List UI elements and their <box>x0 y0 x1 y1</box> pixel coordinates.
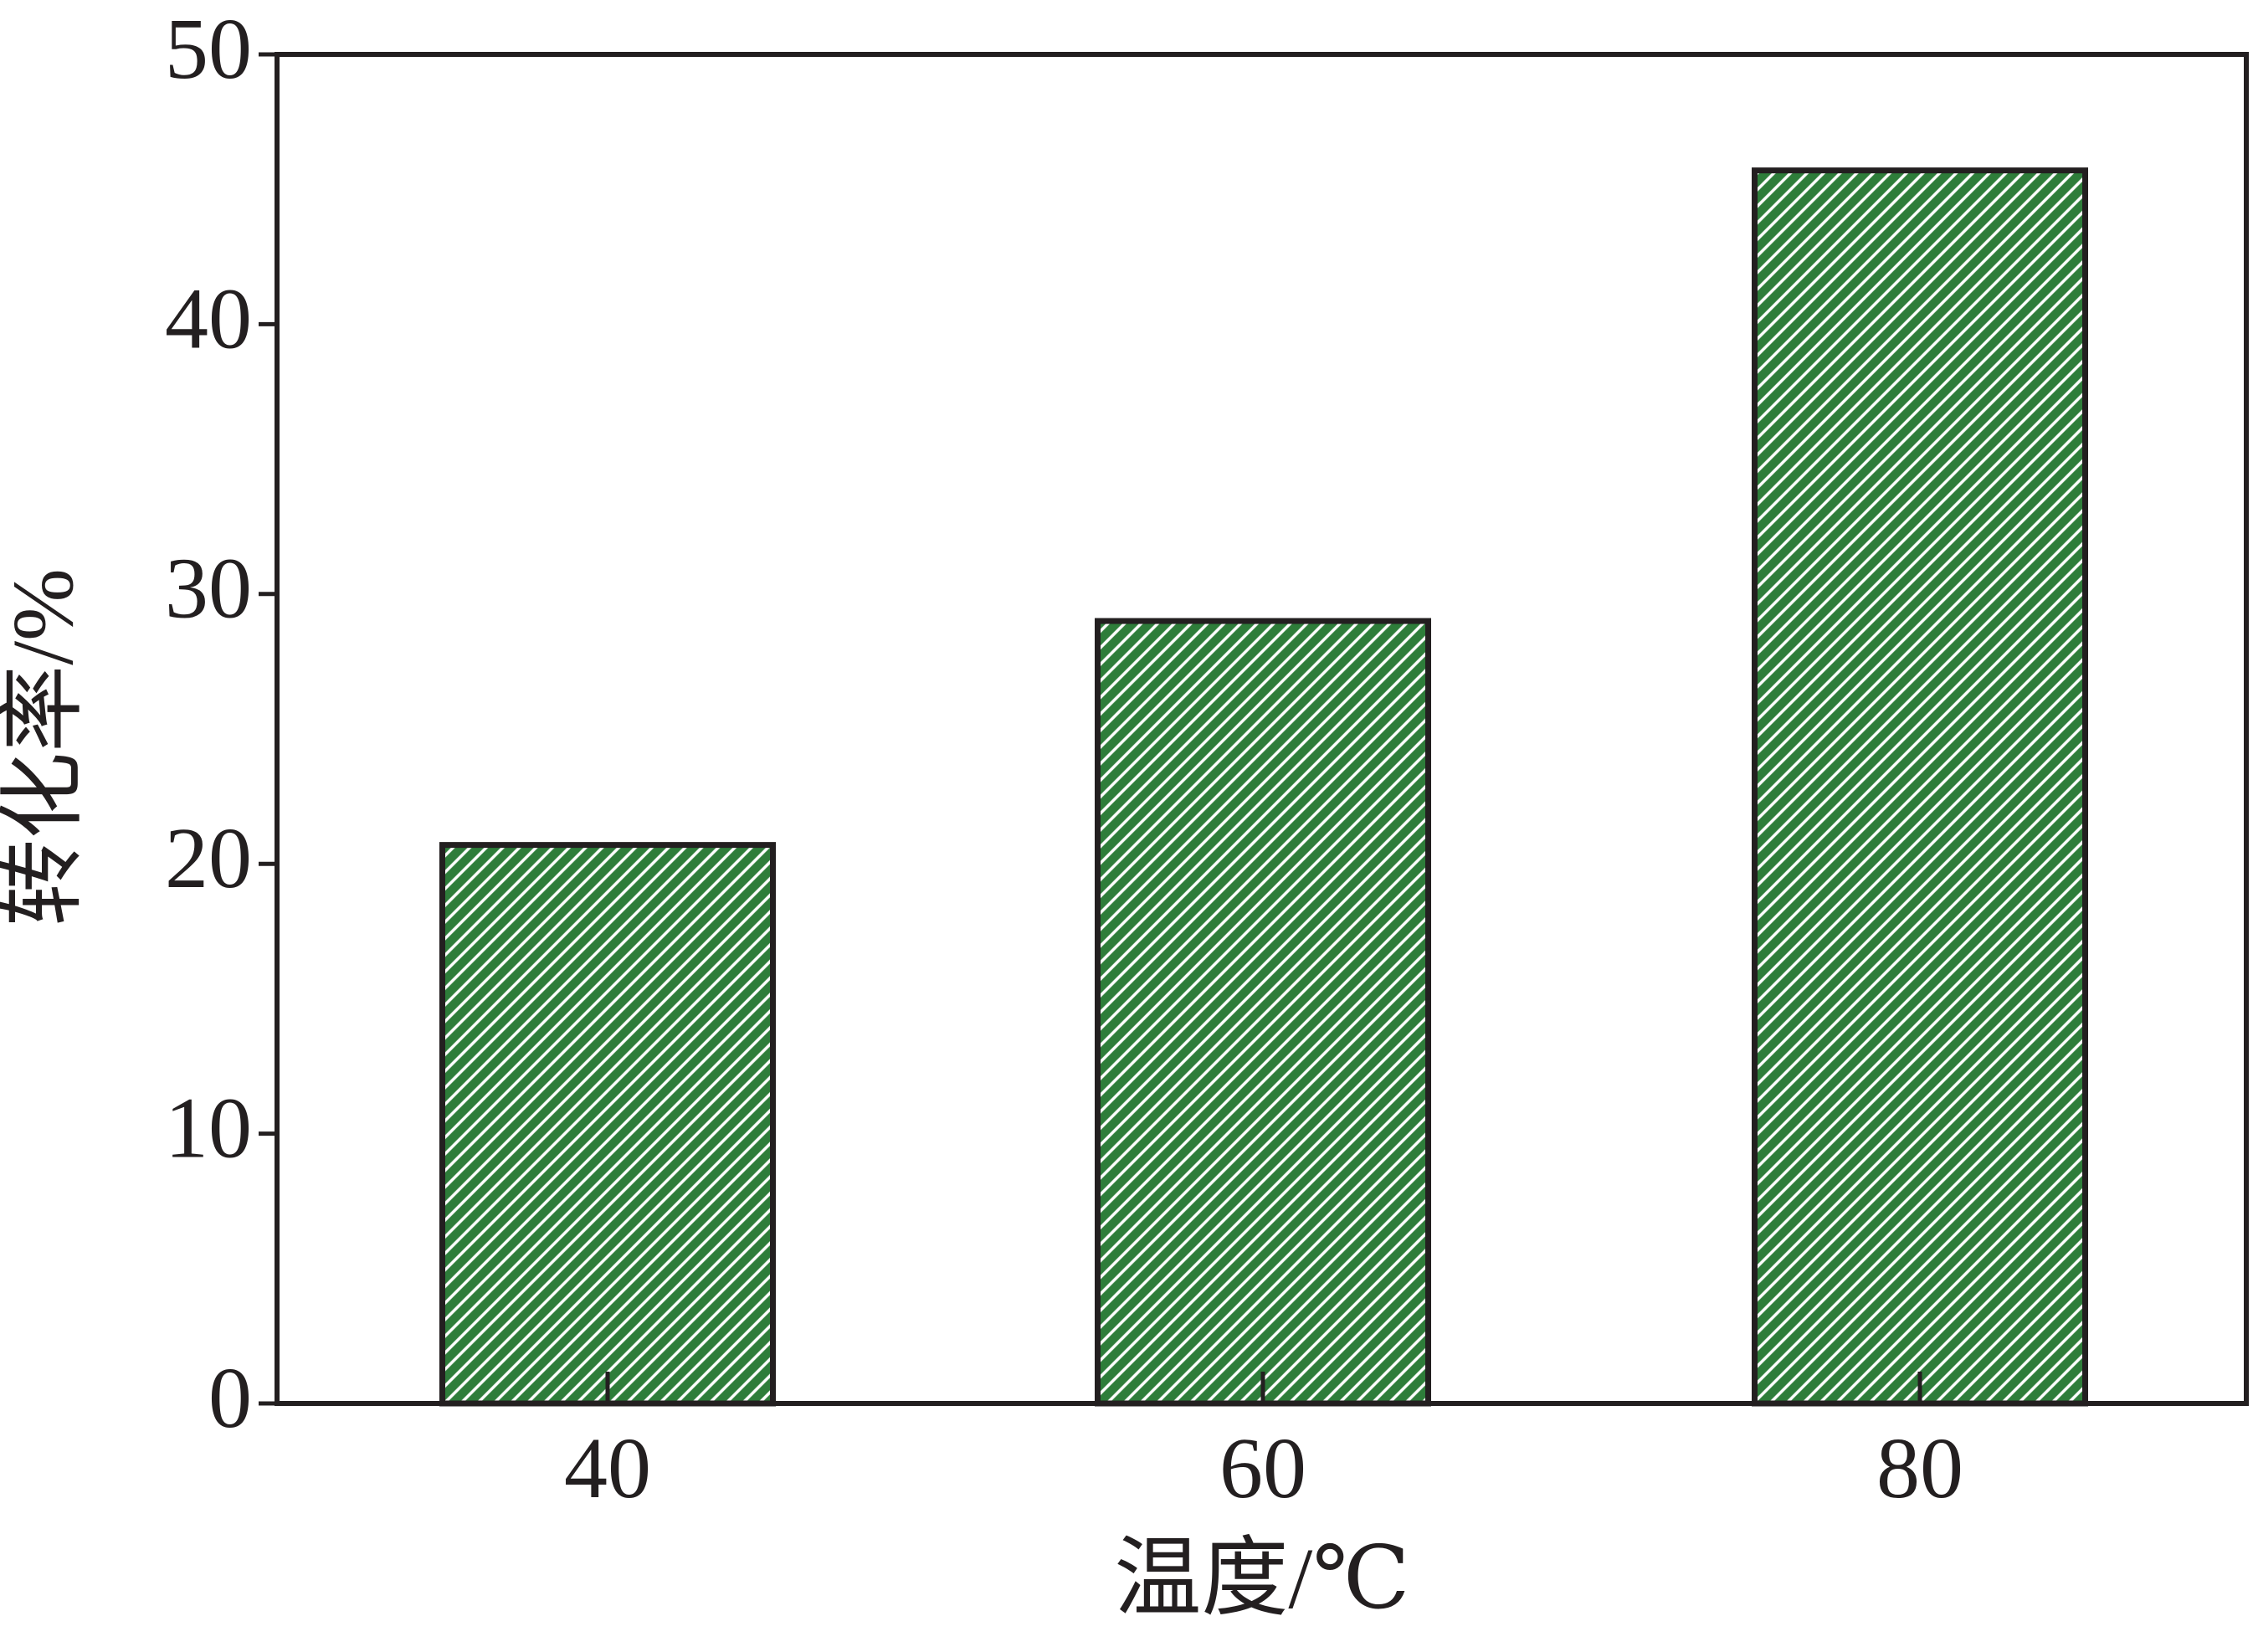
y-tick-label: 10 <box>165 1080 252 1176</box>
x-tick-label: 60 <box>1219 1420 1306 1516</box>
y-axis-label: 转化率/% <box>0 568 91 926</box>
x-axis-label: 温度/℃ <box>1114 1531 1409 1627</box>
y-tick-label: 40 <box>165 270 252 367</box>
x-tick-label: 80 <box>1876 1420 1963 1516</box>
y-tick-label: 50 <box>165 1 252 97</box>
bar <box>439 842 776 1407</box>
y-tick-label: 0 <box>208 1350 252 1446</box>
bar <box>1752 167 2088 1407</box>
bar <box>1095 618 1431 1407</box>
y-tick-label: 30 <box>165 541 252 637</box>
x-tick-label: 40 <box>564 1420 651 1516</box>
y-tick-label: 20 <box>165 810 252 906</box>
plot-frame <box>275 52 2249 1406</box>
